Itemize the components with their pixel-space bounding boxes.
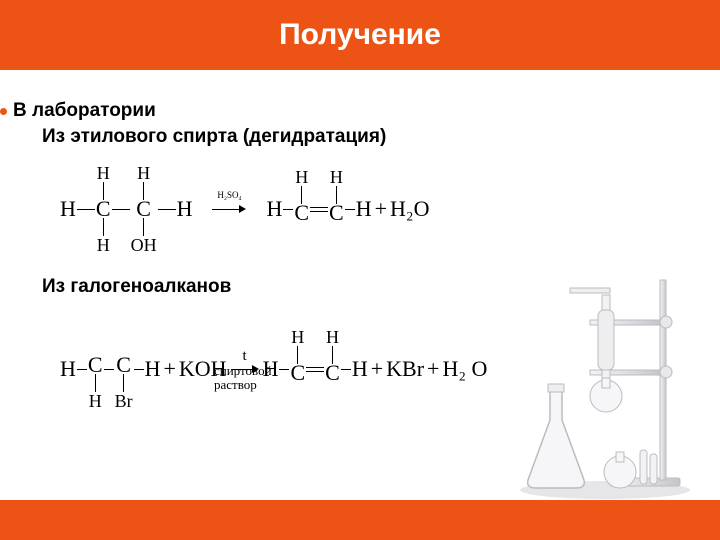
double-bond (310, 207, 328, 212)
bond (345, 209, 355, 210)
bullet-label: В лаборатории (13, 100, 156, 122)
atom: H (137, 164, 150, 182)
product: H₂O (390, 198, 429, 220)
atom: C (290, 364, 305, 382)
plus: + (371, 358, 383, 380)
bond (341, 369, 351, 370)
atom: H (356, 198, 372, 220)
atom: C (329, 204, 344, 222)
reaction-arrow: H₂SO₄ (212, 202, 246, 216)
atom: H (97, 236, 110, 254)
bullet-item: В лаборатории (0, 100, 720, 122)
condition-label: спиртовой раствор (214, 364, 272, 393)
atom: H (330, 168, 343, 186)
atom: C (136, 200, 151, 218)
bond (104, 369, 114, 370)
product: KBr (386, 358, 424, 380)
atom: OH (131, 236, 157, 254)
bond (95, 374, 96, 392)
atom: H (89, 392, 102, 410)
arrow-label: H₂SO₄ (212, 190, 246, 200)
bond (123, 374, 124, 392)
atom: H (266, 198, 282, 220)
atom: H (352, 358, 368, 380)
plus: + (163, 358, 175, 380)
atom-col: C Br (115, 328, 133, 410)
atom: H (326, 328, 339, 346)
bond (279, 369, 289, 370)
atom: C (294, 204, 309, 222)
bond (103, 218, 104, 236)
atom-col: H C (329, 168, 344, 250)
plus: + (427, 358, 439, 380)
header-bar: Получение (0, 0, 720, 70)
atom: Br (115, 392, 133, 410)
bullet-dot-icon (0, 108, 7, 115)
atom-col: H C (294, 168, 309, 250)
atom: H (60, 358, 76, 380)
bond (77, 209, 95, 210)
slide: Получение В лаборатории Из этилового спи… (0, 0, 720, 540)
atom: H (97, 164, 110, 182)
bond (283, 209, 293, 210)
atom-col: H C OH (131, 164, 157, 254)
section1-label: Из этилового спирта (дегидратация) (42, 126, 720, 148)
atom: H (295, 168, 308, 186)
bond (143, 218, 144, 236)
bond (158, 209, 176, 210)
atom: C (88, 356, 103, 374)
bond (112, 209, 130, 210)
atom-col: H C (290, 328, 305, 410)
atom: H (291, 328, 304, 346)
double-bond (306, 367, 324, 372)
atom: H (145, 358, 161, 380)
atom: H (177, 198, 193, 220)
atom-col: H C (325, 328, 340, 410)
atom: H (60, 198, 76, 220)
plus: + (375, 198, 387, 220)
atom: C (96, 200, 111, 218)
footer-bar (0, 500, 720, 540)
atom: C (325, 364, 340, 382)
bond (77, 369, 87, 370)
lab-apparatus-icon (510, 240, 700, 500)
atom-col: C H (88, 328, 103, 410)
product: H₂ O (442, 358, 487, 380)
bond (134, 369, 144, 370)
slide-title: Получение (279, 18, 441, 52)
atom: C (116, 356, 131, 374)
equation-1: H H C H H C OH H (60, 156, 720, 236)
atom-col: H C H (96, 164, 111, 254)
